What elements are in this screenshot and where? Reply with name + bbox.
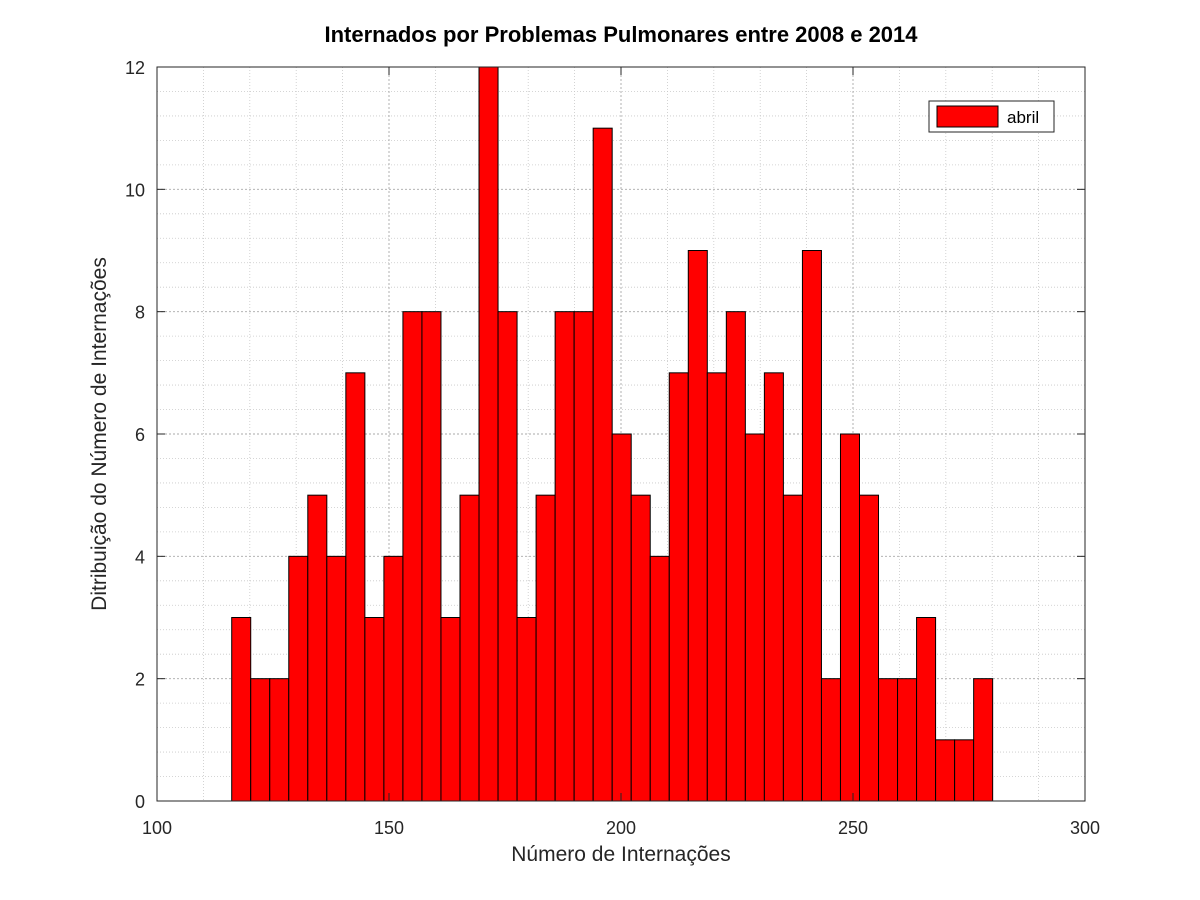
histogram-bar xyxy=(497,311,518,802)
legend-label-abril: abril xyxy=(1007,108,1039,127)
histogram-bar xyxy=(345,372,366,802)
histogram-bar xyxy=(326,555,347,802)
histogram-bar xyxy=(782,494,803,802)
histogram-bar xyxy=(858,494,880,802)
y-tick-label: 4 xyxy=(135,547,145,567)
histogram-bar xyxy=(231,617,252,802)
histogram-bar xyxy=(554,311,575,802)
x-tick-label: 200 xyxy=(606,818,636,838)
y-tick-label: 10 xyxy=(125,180,145,200)
x-tick-label: 100 xyxy=(142,818,172,838)
histogram-bar xyxy=(592,127,613,802)
histogram-bar xyxy=(649,555,670,802)
y-axis-label: Ditribuição do Número de Internações xyxy=(88,257,111,611)
histogram-bar xyxy=(478,66,499,802)
histogram-bar xyxy=(307,494,328,802)
histogram-bar xyxy=(402,311,423,802)
histogram-bar xyxy=(935,739,956,802)
histogram-bar xyxy=(364,617,385,802)
histogram-bar xyxy=(269,678,290,802)
histogram-bar xyxy=(573,311,594,802)
chart-title: Internados por Problemas Pulmonares entr… xyxy=(324,22,918,47)
histogram-bar xyxy=(288,555,309,802)
histogram-bar xyxy=(878,678,899,802)
histogram-bar xyxy=(744,433,765,802)
legend: abril xyxy=(928,100,1055,133)
legend-swatch-abril xyxy=(936,105,999,128)
histogram-bar xyxy=(630,494,651,802)
histogram-bar xyxy=(668,372,689,802)
x-tick-label: 150 xyxy=(374,818,404,838)
histogram-bar xyxy=(611,433,632,802)
x-tick-label: 250 xyxy=(838,818,868,838)
histogram-bar xyxy=(763,372,784,802)
histogram-bar xyxy=(421,311,442,802)
histogram-bar xyxy=(706,372,727,802)
x-axis-label: Número de Internações xyxy=(511,843,730,866)
y-tick-label: 6 xyxy=(135,425,145,445)
histogram-bar xyxy=(383,555,404,802)
histogram-bar xyxy=(459,494,480,802)
axis-tick-labels: 100 150 200 250 300 0 2 4 6 8 10 12 xyxy=(125,58,1100,838)
histogram-bar xyxy=(839,433,860,802)
histogram-bar xyxy=(801,250,822,802)
x-tick-label: 300 xyxy=(1070,818,1100,838)
y-tick-label: 0 xyxy=(135,792,145,812)
histogram-bar xyxy=(916,617,937,802)
y-tick-label: 8 xyxy=(135,303,145,323)
axis-ticks xyxy=(156,66,1086,802)
histogram-bar xyxy=(440,617,461,802)
histogram-bar xyxy=(516,617,537,802)
y-tick-label: 2 xyxy=(135,670,145,690)
histogram-bar xyxy=(725,311,746,802)
histogram-bars xyxy=(231,66,994,802)
histogram-bar xyxy=(954,739,975,802)
histogram-bar xyxy=(535,494,556,802)
histogram-bar xyxy=(250,678,271,802)
histogram-bar xyxy=(973,678,994,802)
histogram-bar xyxy=(687,250,708,802)
y-tick-label: 12 xyxy=(125,58,145,78)
histogram-bar xyxy=(820,678,841,802)
histogram-bar xyxy=(897,678,918,802)
